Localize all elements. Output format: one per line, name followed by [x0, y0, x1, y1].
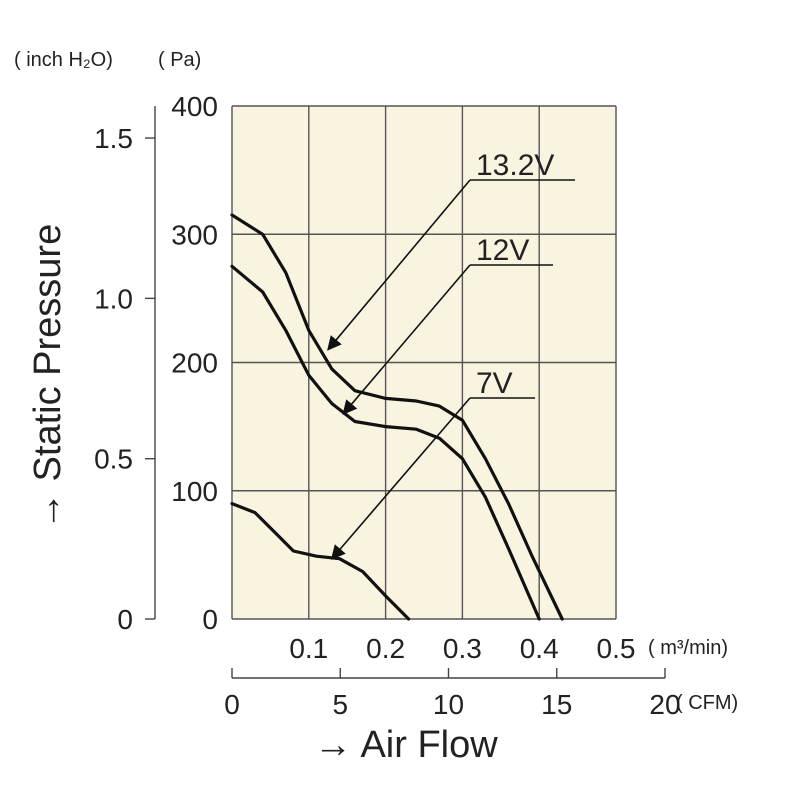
- y-pa-tick-label: 400: [171, 91, 218, 122]
- series-label-leader: [330, 397, 471, 560]
- y-pa-tick-label: 200: [171, 348, 218, 379]
- x-m3-tick-label: 0.2: [366, 633, 405, 664]
- series-label-leader: [327, 179, 471, 351]
- y-pa-tick-label: 100: [171, 476, 218, 507]
- y-inch-tick-label: 1.5: [94, 123, 133, 154]
- y-axis-title: → Static Pressure: [27, 224, 69, 530]
- x-cfm-tick-label: 15: [541, 689, 572, 720]
- x-m3-tick-label: 0.3: [443, 633, 482, 664]
- pressure-unit-pa: ( Pa): [158, 49, 201, 71]
- y-inch-tick-label: 0.5: [94, 444, 133, 475]
- pressure-unit-inch: ( inch H₂O): [14, 49, 113, 71]
- flow-unit-cfm: ( CFM): [676, 692, 738, 714]
- series-curve-12V: [230, 264, 541, 621]
- series-label-leader: [342, 264, 471, 415]
- labels: 0 100 200 300 400 0 0.5 1.0 1.5 0.1 0.2 0.3 0.4 0.5 0 5…: [94, 91, 681, 720]
- y-inch-tick-label: 1.0: [94, 283, 133, 314]
- x-cfm-tick-label: 5: [332, 689, 348, 720]
- x-m3-tick-label: 0.5: [597, 633, 636, 664]
- y-pa-tick-label: 0: [202, 604, 218, 635]
- flow-unit-m3: ( m³/min): [648, 637, 728, 659]
- x-cfm-tick-label: 0: [224, 689, 240, 720]
- series-curve-13-2V: [230, 213, 564, 621]
- y-pa-tick-label: 300: [171, 219, 218, 250]
- series-label-7V: 7V: [476, 367, 513, 400]
- x-cfm-tick-label: 20: [649, 689, 680, 720]
- y-inch-tick-label: 0: [117, 604, 133, 635]
- x-m3-tick-label: 0.4: [520, 633, 559, 664]
- x-m3-tick-label: 0.1: [289, 633, 328, 664]
- curves: [230, 213, 564, 621]
- x-axis-title: → Air Flow: [314, 724, 498, 766]
- x-cfm-tick-label: 10: [433, 689, 464, 720]
- series-label-13-2V: 13.2V: [476, 149, 554, 182]
- series-curve-7V: [230, 502, 411, 621]
- series-label-12V: 12V: [476, 234, 529, 267]
- grid: [231, 105, 617, 620]
- axes: [145, 106, 666, 679]
